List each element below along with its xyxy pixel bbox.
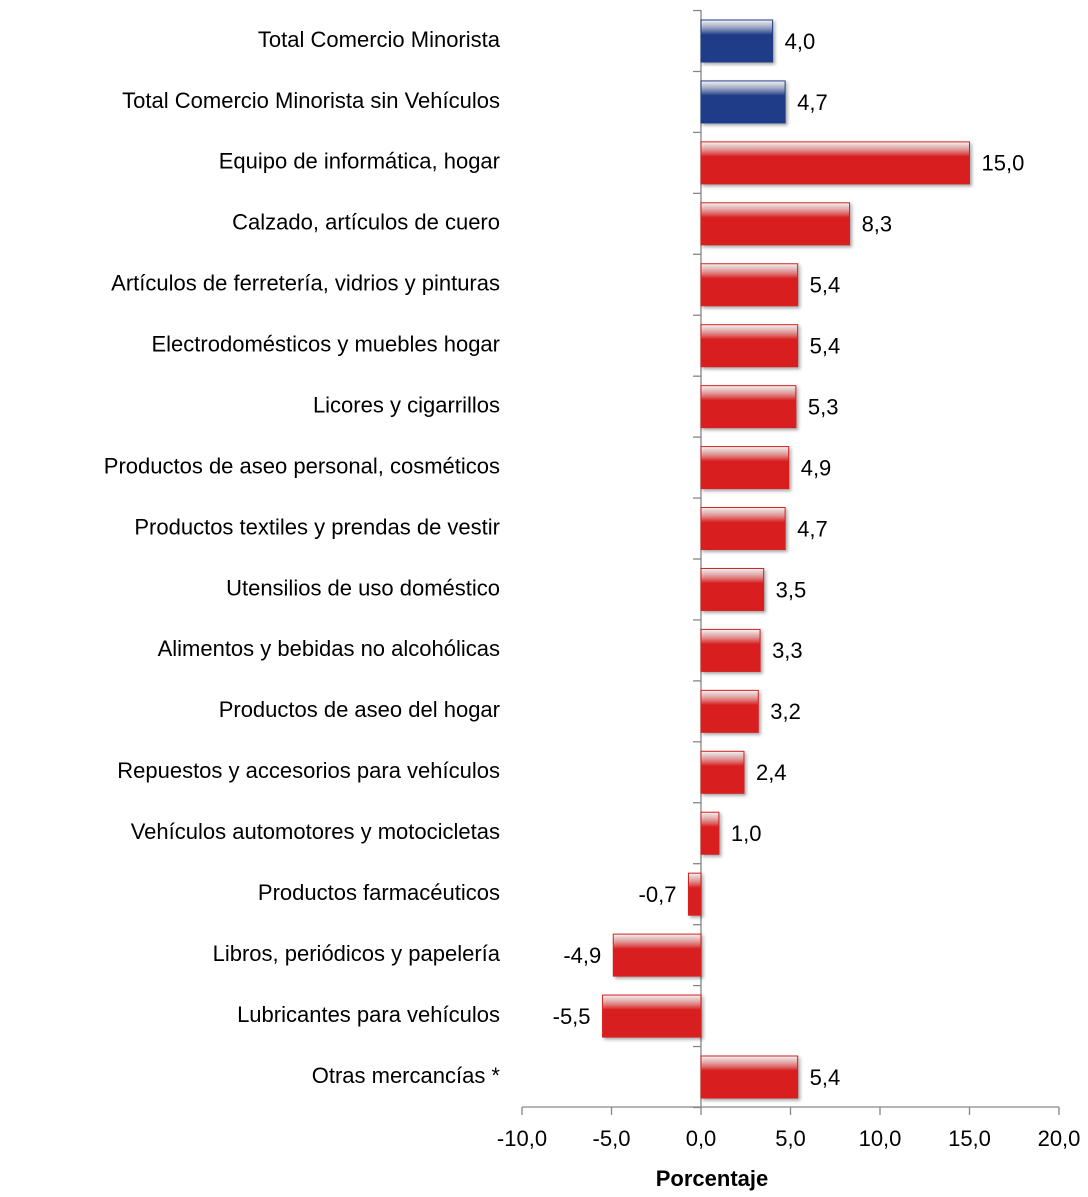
y-tick-label: Licores y cigarrillos xyxy=(313,392,500,417)
bar xyxy=(700,141,970,185)
y-tick-label: Total Comercio Minorista sin Vehículos xyxy=(122,88,500,113)
data-label: 15,0 xyxy=(982,151,1025,176)
data-label: 3,3 xyxy=(772,638,803,663)
y-tick-label: Electrodomésticos y muebles hogar xyxy=(152,332,501,357)
bar xyxy=(700,263,799,307)
data-label: 4,7 xyxy=(797,90,828,115)
bar xyxy=(700,202,851,246)
y-tick-label: Productos textiles y prendas de vestir xyxy=(134,514,500,539)
data-label: 4,9 xyxy=(801,455,832,480)
y-tick-label: Vehículos automotores y motocicletas xyxy=(131,819,500,844)
bar xyxy=(612,933,702,977)
data-label: 5,4 xyxy=(810,273,841,298)
data-label: 4,0 xyxy=(785,29,816,54)
bar xyxy=(700,750,745,794)
y-tick-label: Utensilios de uso doméstico xyxy=(226,575,500,600)
data-label: 5,4 xyxy=(810,334,841,359)
data-label: -4,9 xyxy=(563,943,601,968)
data-label: 3,5 xyxy=(776,577,807,602)
y-tick-label: Total Comercio Minorista xyxy=(258,27,501,52)
x-tick-label: 5,0 xyxy=(775,1126,806,1151)
x-axis-label: Porcentaje xyxy=(656,1166,769,1191)
y-tick-label: Repuestos y accesorios para vehículos xyxy=(117,758,500,783)
y-tick-label: Libros, periódicos y papelería xyxy=(213,941,501,966)
y-tick-label: Productos de aseo personal, cosméticos xyxy=(104,453,500,478)
data-label: 3,2 xyxy=(770,699,801,724)
data-label: 8,3 xyxy=(862,212,893,237)
bar xyxy=(700,567,765,611)
y-tick-label: Equipo de informática, hogar xyxy=(219,149,500,174)
y-tick-label: Productos de aseo del hogar xyxy=(219,697,500,722)
y-tick-label: Lubricantes para vehículos xyxy=(237,1002,500,1027)
data-label: 2,4 xyxy=(756,760,787,785)
data-label: -5,5 xyxy=(553,1004,591,1029)
bar xyxy=(700,80,786,124)
x-tick-label: 0,0 xyxy=(686,1126,717,1151)
y-tick-label: Artículos de ferretería, vidrios y pintu… xyxy=(111,271,500,296)
x-tick-label: 10,0 xyxy=(859,1126,902,1151)
bar xyxy=(700,1055,799,1099)
x-tick-label: 15,0 xyxy=(948,1126,991,1151)
bar xyxy=(700,811,720,855)
bar xyxy=(700,689,759,733)
data-label: 5,3 xyxy=(808,394,839,419)
bar xyxy=(602,994,702,1038)
data-label: 4,7 xyxy=(797,516,828,541)
x-tick-label: 20,0 xyxy=(1038,1126,1081,1151)
data-label: 1,0 xyxy=(731,821,762,846)
x-tick-label: -5,0 xyxy=(593,1126,631,1151)
y-tick-label: Alimentos y bebidas no alcohólicas xyxy=(158,636,500,661)
bar xyxy=(700,385,797,429)
bar xyxy=(700,507,786,551)
bar xyxy=(687,872,702,916)
data-label: 5,4 xyxy=(810,1065,841,1090)
bar xyxy=(700,19,774,63)
bar xyxy=(700,628,761,672)
y-tick-label: Productos farmacéuticos xyxy=(258,880,500,905)
bar xyxy=(700,446,790,490)
y-tick-label: Otras mercancías * xyxy=(312,1063,501,1088)
data-label: -0,7 xyxy=(639,882,677,907)
y-tick-label: Calzado, artículos de cuero xyxy=(232,210,500,235)
bar xyxy=(700,324,799,368)
x-tick-label: -10,0 xyxy=(497,1126,547,1151)
